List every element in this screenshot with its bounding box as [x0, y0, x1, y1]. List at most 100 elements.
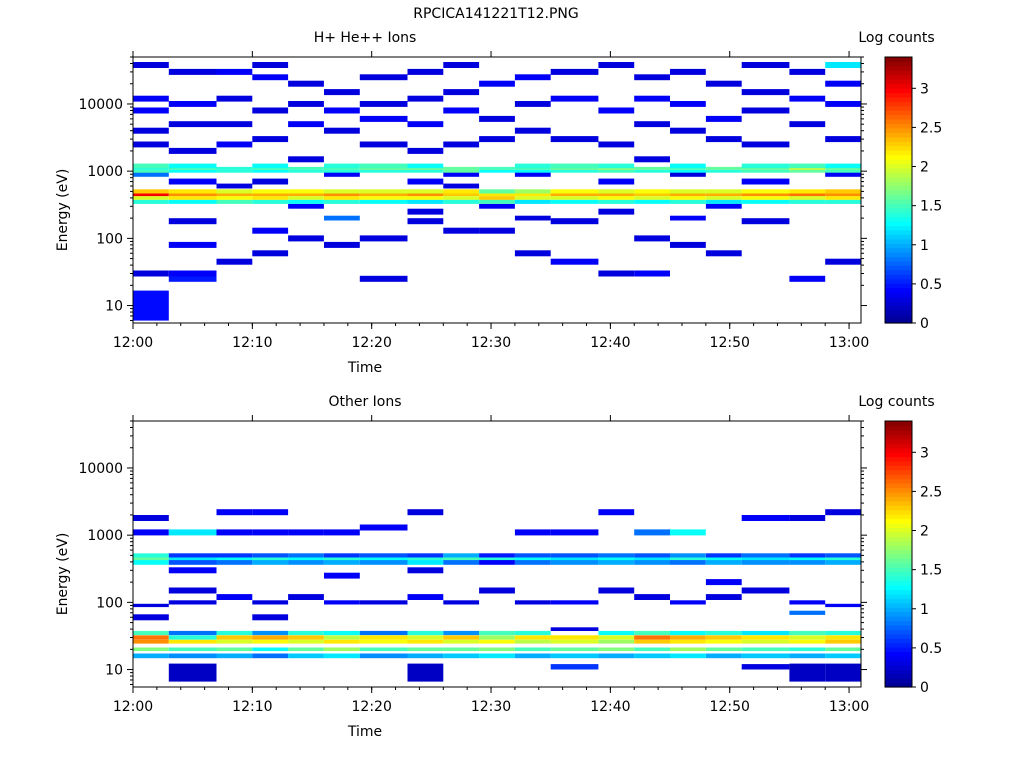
heatmap-cell: [133, 647, 169, 652]
heatmap-cell: [705, 647, 742, 652]
heatmap-cell: [168, 189, 217, 194]
heatmap-cell: [168, 275, 217, 282]
heatmap-cell: [550, 166, 599, 170]
heatmap-cell: [825, 553, 861, 558]
y-tick-label: 100: [96, 595, 123, 611]
heatmap-cell: [741, 515, 790, 521]
colorbar-segment: [885, 491, 912, 497]
heatmap-cell: [216, 121, 253, 128]
heatmap-cell: [670, 169, 706, 173]
heatmap-cell: [634, 74, 670, 81]
heatmap-cell: [133, 127, 169, 134]
heatmap-cell: [789, 635, 826, 640]
heatmap-cell: [324, 635, 360, 640]
colorbar-segment: [885, 589, 912, 595]
x-axis-label: Time: [347, 724, 382, 740]
heatmap-cell: [252, 62, 289, 68]
heatmap-cell: [514, 74, 551, 81]
heatmap-cell: [514, 163, 551, 169]
heatmap-cell: [479, 653, 515, 659]
heatmap-cell: [634, 556, 670, 561]
heatmap-cell: [598, 163, 635, 169]
colorbar-segment: [885, 678, 912, 684]
x-tick-label: 12:40: [590, 699, 630, 715]
heatmap-cell: [789, 663, 826, 682]
heatmap-cell: [252, 558, 289, 565]
colorbar-segment: [885, 256, 912, 262]
heatmap-cell: [216, 553, 253, 558]
heatmap-cell: [670, 192, 706, 197]
heatmap-cell: [479, 169, 515, 173]
heatmap-cell: [359, 74, 408, 81]
heatmap-cell: [789, 169, 826, 173]
heatmap-cell: [634, 529, 670, 536]
heatmap-cell: [168, 556, 217, 561]
heatmap-cell: [550, 199, 599, 204]
heatmap-cell: [288, 80, 324, 87]
colorbar-label: Log counts: [858, 30, 934, 46]
colorbar-segment: [885, 283, 912, 289]
heatmap-cell: [252, 250, 289, 257]
colorbar-segment: [885, 536, 912, 542]
heatmap-cell: [359, 101, 408, 107]
heatmap-cell: [216, 558, 253, 565]
colorbar-segment: [885, 585, 912, 591]
colorbar-segment: [885, 434, 912, 440]
heatmap-cell: [443, 639, 480, 644]
heatmap-cell: [324, 171, 360, 177]
heatmap-cell: [479, 630, 515, 636]
colorbar-segment: [885, 123, 912, 129]
heatmap-cell: [789, 553, 826, 558]
heatmap-cell: [479, 587, 515, 594]
heatmap-cell: [359, 115, 408, 122]
heatmap-cell: [550, 553, 599, 558]
heatmap-cell: [288, 189, 324, 194]
colorbar-tick-label: 1: [920, 602, 929, 618]
heatmap-cell: [825, 62, 861, 68]
colorbar-segment: [885, 558, 912, 564]
heatmap-cell: [634, 653, 670, 659]
heatmap-cell: [288, 635, 324, 640]
heatmap-cell: [216, 529, 253, 536]
heatmap-cell: [407, 630, 444, 636]
heatmap-cell: [407, 178, 444, 185]
heatmap-cell: [705, 556, 742, 561]
colorbar-segment: [885, 291, 912, 297]
heatmap-cell: [705, 553, 742, 558]
colorbar-segment: [885, 150, 912, 156]
heatmap-cell: [825, 603, 861, 608]
colorbar-segment: [885, 172, 912, 178]
colorbar-segment: [885, 469, 912, 475]
x-tick-label: 12:30: [471, 335, 511, 351]
heatmap-cell: [359, 163, 408, 169]
heatmap-cell: [789, 121, 826, 128]
heatmap-cell: [216, 653, 253, 659]
x-tick-label: 12:50: [710, 699, 750, 715]
heatmap-cell: [741, 647, 790, 652]
colorbar-segment: [885, 247, 912, 253]
heatmap-cell: [789, 163, 826, 169]
colorbar-segment: [885, 119, 912, 125]
y-tick-label: 10000: [78, 97, 123, 113]
heatmap-cell: [252, 169, 289, 173]
heatmap-cell: [825, 639, 861, 644]
colorbar-segment: [885, 300, 912, 306]
heatmap-cell: [479, 115, 515, 122]
heatmap-cell: [216, 192, 253, 197]
heatmap-cell: [598, 647, 635, 652]
heatmap-cell: [550, 647, 599, 652]
heatmap-cell: [598, 107, 635, 114]
heatmap-cell: [598, 556, 635, 561]
heatmap-cell: [670, 199, 706, 204]
heatmap-cell: [634, 635, 670, 640]
heatmap-cell: [670, 558, 706, 565]
heatmap-cell: [133, 192, 169, 197]
heatmap-cell: [359, 275, 408, 282]
heatmap-cell: [133, 270, 169, 277]
colorbar-segment: [885, 487, 912, 493]
y-tick-label: 1000: [87, 528, 123, 544]
heatmap-cell: [825, 558, 861, 565]
heatmap-cell: [550, 556, 599, 561]
colorbar-segment: [885, 421, 912, 427]
heatmap-cell: [168, 558, 217, 565]
